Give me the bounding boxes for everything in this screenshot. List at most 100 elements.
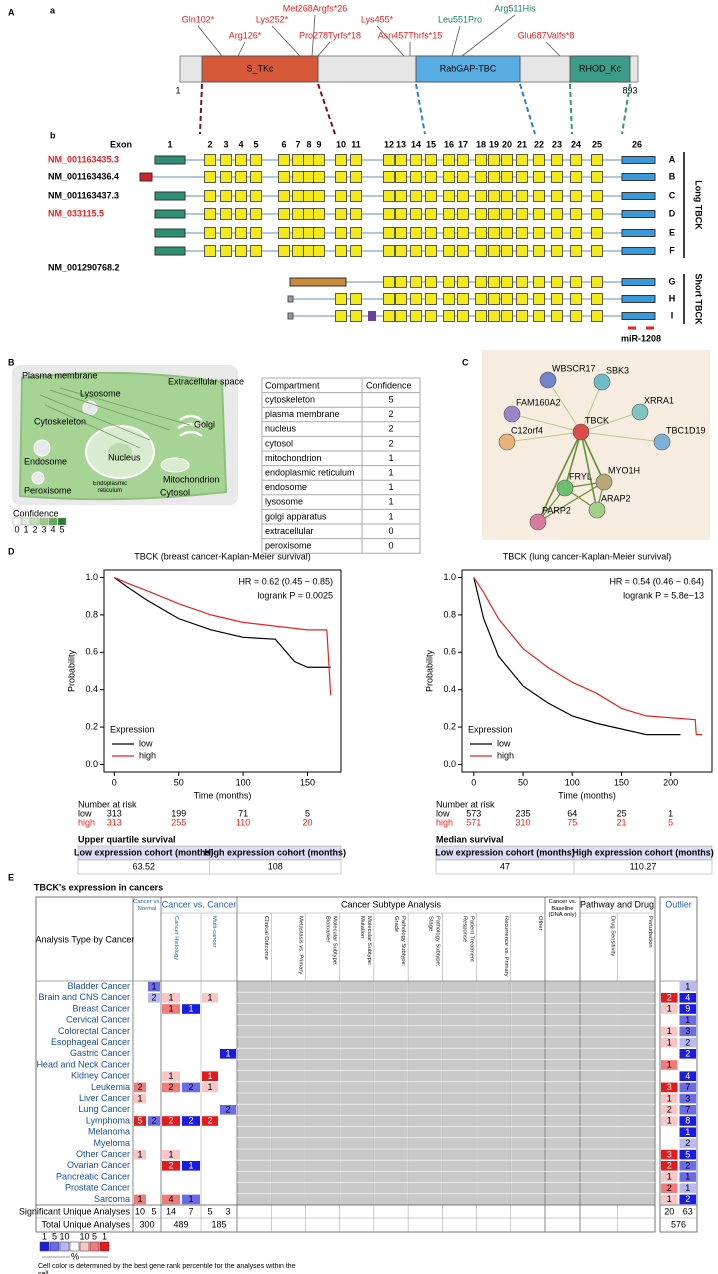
cell-count: 2	[667, 1104, 672, 1114]
exon	[443, 208, 455, 220]
exon	[395, 227, 407, 239]
survival-value: 108	[268, 861, 283, 871]
expression-cell	[182, 1161, 200, 1171]
exon	[410, 154, 422, 166]
exon	[443, 190, 455, 202]
mutation-line	[461, 14, 516, 57]
group-label: Short TBCK	[694, 274, 704, 325]
exon-1	[154, 228, 186, 238]
panel-title: TBCK's expression in cancers	[34, 882, 163, 892]
cell-count: 3	[685, 1026, 690, 1036]
domain-projection	[621, 83, 631, 135]
domain	[415, 55, 521, 83]
exon-number: 5	[253, 139, 258, 149]
domain-label: S_TKc	[246, 63, 274, 73]
y-tick-label: 0.2	[85, 721, 98, 731]
cell-count: 9	[685, 1004, 690, 1014]
column-header-box: Metastasis vs. Primary	[297, 916, 303, 974]
expression-cell	[134, 1082, 146, 1093]
legend-label: low	[497, 738, 511, 748]
cell-count: 1	[667, 1004, 672, 1014]
risk-name: high	[78, 817, 95, 827]
mutation-label: Asn457Thrfs*15	[378, 30, 443, 40]
network-edge	[564, 431, 582, 489]
cancer-name: Cervical Cancer	[66, 1015, 130, 1025]
legend-label: high	[497, 750, 514, 760]
exon	[313, 190, 325, 202]
network-edge	[537, 431, 582, 523]
cancer-name: Prostate Cancer	[65, 1183, 130, 1193]
legend-swatch	[89, 1241, 100, 1252]
x-tick-label: 150	[614, 777, 629, 787]
cell-label: Plasma membrane	[22, 370, 98, 380]
exon	[250, 245, 262, 257]
exon-alt	[368, 311, 376, 321]
expression-cell	[661, 1116, 678, 1126]
cell-count: 7	[685, 1082, 690, 1092]
isoform-label: E	[669, 227, 675, 237]
exon-26	[621, 192, 656, 200]
confidence-level: 3	[41, 524, 46, 534]
y-tick-label: 0.0	[443, 759, 456, 769]
cell-count: 1	[685, 1015, 690, 1025]
exon	[395, 154, 407, 166]
node-label: ARAP2	[601, 493, 631, 503]
cell-count: 2	[685, 1194, 690, 1204]
cancer-name: Liver Cancer	[79, 1093, 130, 1103]
expression-cell	[134, 1093, 146, 1104]
exon-26	[621, 247, 656, 255]
cell-count: 1	[168, 1071, 173, 1081]
risk-value: 255	[171, 817, 186, 827]
transcript-name: NM_001163435.3	[48, 154, 119, 164]
mirna-label: miR-1208	[621, 333, 661, 343]
exon	[383, 310, 395, 322]
expression-cell	[182, 1194, 200, 1205]
risk-value: 110	[236, 817, 250, 827]
summary-value: 3	[225, 1206, 230, 1216]
expression-cell	[661, 1004, 678, 1014]
exon	[443, 245, 455, 257]
legend-tick: 10	[79, 1231, 89, 1241]
exon	[410, 245, 422, 257]
isoform-label: I	[671, 310, 674, 320]
exon	[475, 293, 487, 305]
confidence-swatch	[39, 517, 49, 526]
exon	[235, 171, 247, 183]
exon	[410, 276, 422, 288]
mutation-label: Leu551Pro	[438, 14, 482, 24]
node-label: TBCK	[585, 415, 609, 425]
exon	[475, 154, 487, 166]
risk-name: low	[436, 808, 450, 818]
isoform-label: H	[669, 293, 676, 303]
exon	[250, 227, 262, 239]
nucleolus	[108, 443, 132, 461]
exon	[591, 276, 603, 288]
exon	[383, 227, 395, 239]
chart-title: TBCK (lung cancer-Kaplan-Meier survival)	[503, 551, 672, 561]
exon	[292, 245, 304, 257]
network-node	[631, 403, 649, 421]
mutation-line	[271, 25, 301, 57]
exon	[533, 293, 545, 305]
exon	[278, 154, 290, 166]
exon-number: 10	[336, 139, 346, 149]
expression-cell	[162, 1194, 180, 1205]
cell-count: 1	[667, 1037, 672, 1047]
exon-alt	[287, 312, 294, 320]
cancer-name: Pancreatic Cancer	[56, 1171, 130, 1181]
exon	[501, 154, 513, 166]
exon	[488, 171, 500, 183]
summary-value: 20	[664, 1206, 674, 1216]
protein-end: 893	[622, 85, 637, 95]
y-tick-label: 0.8	[443, 609, 456, 619]
cell-count: 5	[685, 1149, 690, 1159]
group-header-box: Cancer vs. Normal	[133, 899, 161, 912]
domain-projection	[569, 83, 573, 135]
exon-1	[154, 209, 186, 219]
exon	[235, 190, 247, 202]
cell-count: 2	[225, 1104, 230, 1114]
exon	[533, 227, 545, 239]
column-header-box: Other	[537, 916, 543, 931]
risk-value: 313	[107, 817, 122, 827]
exon-number: 4	[238, 139, 243, 149]
